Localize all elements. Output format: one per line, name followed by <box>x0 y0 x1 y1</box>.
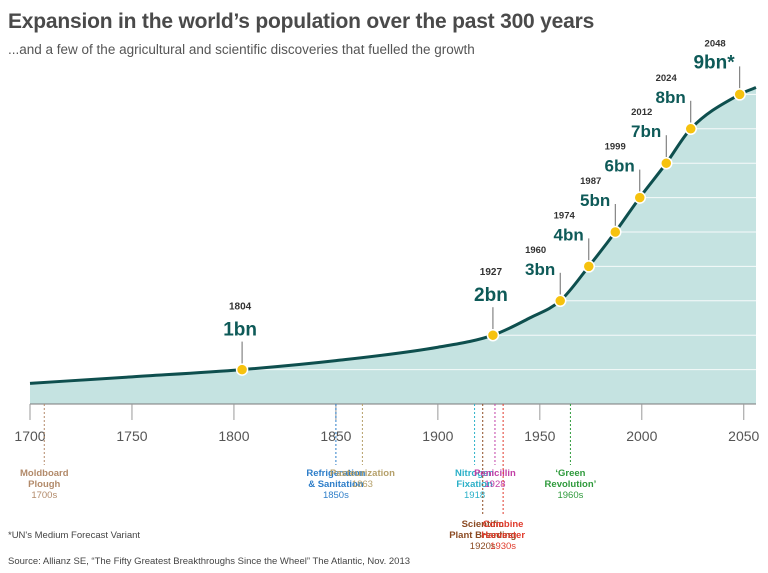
x-tick-label: 1700 <box>14 428 45 444</box>
chart-title: Expansion in the world’s population over… <box>8 10 595 33</box>
milestone-pop-label: 2bn <box>474 285 508 306</box>
milestone-dot <box>553 294 567 308</box>
milestone-dot <box>609 225 622 239</box>
milestone-pop-label: 8bn <box>656 88 686 107</box>
discovery-label: Plant Breeding <box>449 530 516 541</box>
milestone-year-label: 1804 <box>229 302 252 313</box>
milestone-pop-label: 3bn <box>525 260 555 279</box>
discovery-label: ‘Green <box>555 468 585 479</box>
discovery-date: 1918 <box>464 490 485 501</box>
x-tick-label: 1750 <box>116 428 147 444</box>
discovery-label: Nitrogen <box>455 468 494 479</box>
x-tick-label: 1950 <box>524 428 555 444</box>
discovery-label: Pasteurization <box>330 468 395 479</box>
milestone-pop-label: 5bn <box>580 191 610 210</box>
milestone-dot <box>486 328 500 342</box>
milestone-dot <box>633 191 647 204</box>
milestone-pop-label: 4bn <box>554 225 584 244</box>
footnote: *UN's Medium Forecast Variant <box>8 530 141 541</box>
milestone-year-label: 1974 <box>554 210 576 221</box>
discovery-label: Penicillin <box>474 468 516 479</box>
discovery-label: Combine <box>483 519 524 530</box>
discovery-date: 1850s <box>323 490 349 501</box>
x-tick-label: 2050 <box>728 428 759 444</box>
milestone-year-label: 1927 <box>480 267 503 278</box>
milestone-year-label: 2012 <box>631 107 652 118</box>
discovery-label: Plough <box>28 479 60 490</box>
discovery-date: 1960s <box>557 490 583 501</box>
discovery-date: 1863 <box>352 479 373 490</box>
milestone-dot <box>660 156 673 170</box>
milestone-year-label: 2048 <box>705 38 726 49</box>
discovery-label: Revolution’ <box>545 479 597 490</box>
milestone-year-label: 1960 <box>525 245 546 256</box>
discovery-date: 1928 <box>484 479 505 490</box>
x-tick-label: 2000 <box>626 428 657 444</box>
milestone-pop-label: 1bn <box>223 320 257 341</box>
discovery-label: Fixation <box>456 479 493 490</box>
milestone-year-label: 2024 <box>656 73 678 84</box>
discovery-label: & Sanitation <box>308 479 364 490</box>
discovery-date: 1700s <box>31 490 57 501</box>
milestone-pop-label: 9bn* <box>693 52 735 73</box>
milestone-pop-label: 6bn <box>605 157 635 176</box>
population-area <box>30 87 756 405</box>
x-tick-label: 1900 <box>422 428 453 444</box>
milestone-dot <box>684 122 697 136</box>
discovery-label: Harvester <box>481 530 525 541</box>
source-note: Source: Allianz SE, “The Fifty Greatest … <box>8 556 411 567</box>
discovery-label: Moldboard <box>20 468 69 479</box>
milestone-pop-label: 7bn <box>631 122 661 141</box>
milestone-year-label: 1987 <box>580 176 601 187</box>
discovery-date: 1920s <box>470 541 496 552</box>
milestone-dot <box>235 363 249 376</box>
chart-subtitle: ...and a few of the agricultural and sci… <box>8 42 475 57</box>
discovery-label: Refrigeration <box>306 468 365 479</box>
milestone-year-label: 1999 <box>605 142 626 153</box>
milestone-dot <box>733 88 746 101</box>
discovery-label: Scientific <box>462 519 504 530</box>
x-tick-label: 1800 <box>218 428 249 444</box>
milestone-dot <box>582 260 596 273</box>
discovery-date: 1930s <box>490 541 516 552</box>
